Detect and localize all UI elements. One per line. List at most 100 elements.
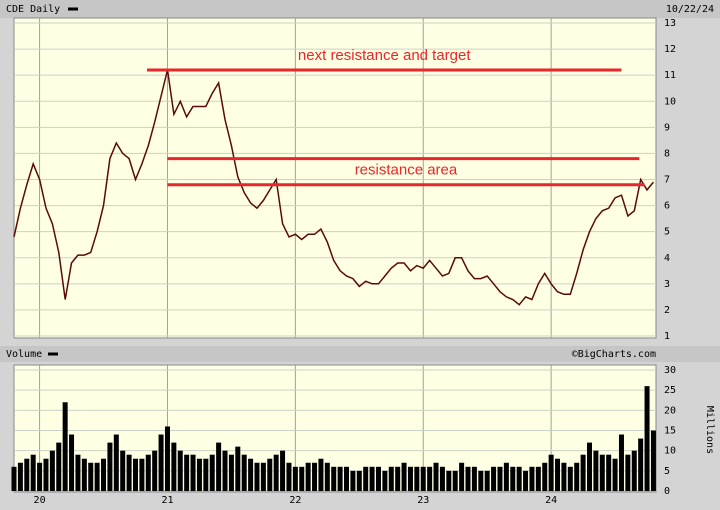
volume-bar — [209, 454, 215, 491]
volume-bar — [356, 470, 362, 491]
price-panel — [13, 17, 657, 339]
volume-bar — [375, 466, 381, 491]
y-tick-label: 25 — [664, 385, 676, 396]
volume-bar — [113, 434, 119, 491]
volume-bar — [171, 442, 177, 491]
y-tick-label: 12 — [664, 44, 676, 55]
volume-bar — [11, 466, 17, 491]
volume-bar — [555, 458, 561, 491]
annotation: next resistance and target — [298, 47, 471, 64]
header-bar — [0, 0, 720, 18]
volume-bar — [599, 454, 605, 491]
x-tick-label: 21 — [161, 495, 173, 506]
volume-bar — [567, 466, 573, 491]
y-tick-label: 7 — [664, 175, 670, 186]
y-tick-label: 2 — [664, 305, 670, 316]
y-tick-label: 8 — [664, 148, 670, 159]
volume-bar — [561, 462, 567, 491]
volume-bar — [228, 454, 234, 491]
volume-bar — [132, 458, 138, 491]
x-tick-label: 24 — [545, 495, 557, 506]
volume-bar — [344, 466, 350, 491]
y-tick-label: 20 — [664, 405, 676, 416]
volume-bar — [523, 470, 529, 491]
volume-bar — [535, 466, 541, 491]
volume-bar — [101, 458, 107, 491]
volume-bar — [88, 462, 94, 491]
volume-bar — [312, 462, 318, 491]
volume-bar — [235, 446, 241, 491]
volume-bar — [248, 458, 254, 491]
volume-bar — [24, 458, 30, 491]
y-axis-label: Millions — [704, 406, 715, 454]
volume-bar — [427, 466, 433, 491]
volume-bar — [516, 466, 522, 491]
volume-bar — [625, 454, 631, 491]
volume-name: Volume — [6, 349, 42, 360]
volume-bar — [586, 442, 592, 491]
volume-bar — [241, 454, 247, 491]
volume-bar — [81, 458, 87, 491]
volume-bar — [331, 466, 337, 491]
volume-bar — [139, 458, 145, 491]
y-tick-label: 30 — [664, 365, 676, 376]
volume-bar — [49, 450, 55, 491]
volume-bar — [292, 466, 298, 491]
volume-bar — [650, 430, 656, 491]
volume-bar — [177, 450, 183, 491]
y-tick-label: 13 — [664, 18, 676, 29]
volume-bar — [318, 458, 324, 491]
x-tick-label: 20 — [34, 495, 46, 506]
volume-bar — [152, 450, 158, 491]
volume-bar — [120, 450, 126, 491]
volume-bar — [107, 442, 113, 491]
volume-bar — [17, 462, 23, 491]
volume-bar — [484, 470, 490, 491]
volume-bar — [145, 454, 151, 491]
volume-bar — [337, 466, 343, 491]
volume-bar — [644, 386, 650, 491]
volume-bar — [126, 454, 132, 491]
volume-bar — [260, 462, 266, 491]
volume-bar — [638, 438, 644, 491]
volume-bar — [459, 462, 465, 491]
volume-bar — [452, 470, 458, 491]
volume-bar — [203, 458, 209, 491]
volume-bar — [510, 466, 516, 491]
volume-bar — [388, 466, 394, 491]
volume-bar — [216, 442, 222, 491]
volume-bar — [478, 470, 484, 491]
volume-bar — [158, 434, 164, 491]
volume-bar — [446, 470, 452, 491]
volume-bar — [280, 450, 286, 491]
volume-bar — [222, 450, 228, 491]
volume-bar — [56, 442, 62, 491]
y-tick-label: 11 — [664, 70, 676, 81]
volume-bar — [612, 458, 618, 491]
volume-bar — [618, 434, 624, 491]
volume-bar — [69, 434, 75, 491]
volume-bar — [382, 470, 388, 491]
source: ©BigCharts.com — [572, 349, 656, 360]
volume-bar — [62, 402, 68, 491]
volume-bar — [94, 462, 100, 491]
date: 10/22/24 — [666, 4, 714, 15]
y-tick-label: 0 — [664, 486, 670, 497]
y-tick-label: 3 — [664, 279, 670, 290]
volume-bar — [497, 466, 503, 491]
annotation: resistance area — [355, 162, 458, 179]
volume-bar — [305, 462, 311, 491]
volume-header — [0, 346, 720, 362]
x-tick-label: 23 — [417, 495, 429, 506]
volume-bar — [548, 454, 554, 491]
volume-bar — [324, 462, 330, 491]
volume-bar — [190, 454, 196, 491]
volume-bar — [267, 458, 273, 491]
y-tick-label: 10 — [664, 96, 676, 107]
y-tick-label: 5 — [664, 466, 670, 477]
volume-bar — [491, 466, 497, 491]
volume-bar — [395, 466, 401, 491]
volume-bar — [196, 458, 202, 491]
volume-bar — [414, 466, 420, 491]
